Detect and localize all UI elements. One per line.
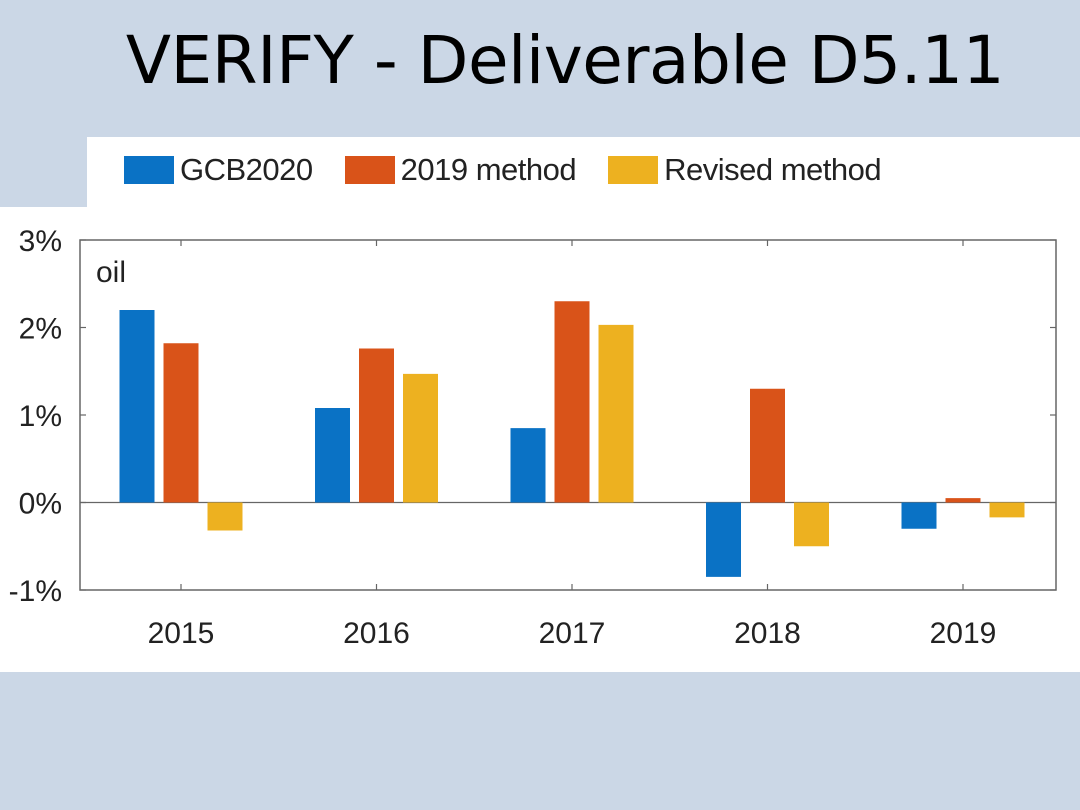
legend-label-gcb2020: GCB2020	[180, 152, 313, 187]
bar-revised-method-2015	[207, 502, 243, 531]
bar-gcb2020-2017	[510, 428, 546, 503]
legend-swatch-gcb2020	[124, 156, 174, 184]
y-tick-label: 2%	[19, 313, 62, 346]
legend-swatch-revised-method	[608, 156, 659, 184]
y-tick-label: 0%	[19, 488, 62, 521]
legend-label-revised-method: Revised method	[664, 152, 882, 187]
legend-item-revised-method: Revised method	[608, 152, 882, 188]
bar-gcb2020-2016	[315, 408, 350, 503]
bar-2019-method-2017	[554, 301, 590, 503]
x-tick-label: 2018	[734, 617, 801, 650]
bar-2019-method-2019	[945, 498, 981, 503]
x-tick-label: 2019	[930, 617, 997, 650]
x-tick-label: 2015	[148, 617, 215, 650]
bar-revised-method-2019	[989, 502, 1025, 518]
bar-gcb2020-2015	[119, 310, 155, 503]
legend-item-gcb2020: GCB2020	[124, 152, 313, 188]
chart-panel-top	[87, 137, 1080, 207]
panel-label: oil	[96, 256, 126, 289]
bar-2019-method-2015	[163, 343, 199, 503]
bar-revised-method-2016	[403, 373, 438, 503]
bar-revised-method-2018	[794, 502, 829, 547]
bar-gcb2020-2019	[901, 502, 937, 529]
bar-2019-method-2016	[359, 348, 394, 503]
bar-revised-method-2017	[598, 324, 634, 503]
slide-title: VERIFY - Deliverable D5.11	[125, 22, 1005, 99]
x-tick-label: 2017	[539, 617, 606, 650]
x-tick-label: 2016	[343, 617, 410, 650]
chart-legend: GCB2020 2019 method Revised method	[124, 150, 913, 190]
bar-2019-method-2018	[750, 388, 785, 503]
legend-label-2019-method: 2019 method	[400, 152, 577, 187]
legend-item-2019-method: 2019 method	[344, 152, 577, 188]
y-tick-label: 1%	[19, 400, 62, 433]
legend-swatch-2019-method	[344, 156, 395, 184]
bar-gcb2020-2018	[706, 502, 741, 577]
y-tick-label: 3%	[19, 225, 62, 258]
y-tick-label: -1%	[9, 575, 62, 608]
